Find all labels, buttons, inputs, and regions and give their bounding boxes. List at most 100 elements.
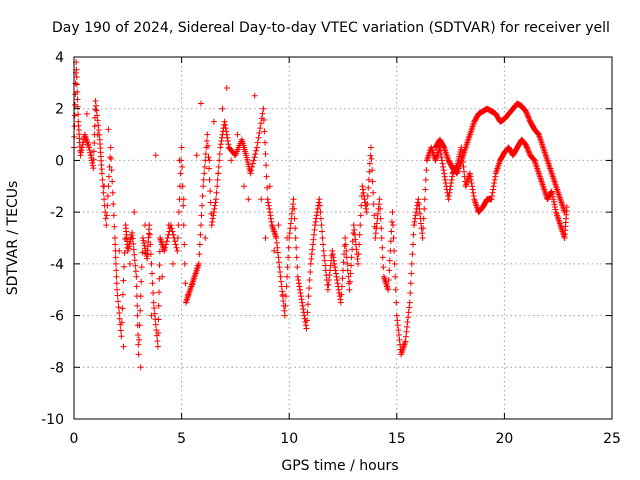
data-point (489, 192, 496, 199)
data-point (277, 273, 284, 280)
data-point (251, 92, 258, 99)
data-point (179, 163, 186, 170)
data-point (441, 173, 448, 180)
data-point (320, 247, 327, 254)
data-point (549, 191, 556, 198)
data-point (293, 254, 300, 261)
data-point (182, 280, 189, 287)
data-point (248, 167, 255, 174)
data-point (419, 235, 426, 241)
data-point (298, 293, 305, 300)
data-point (461, 168, 468, 175)
data-point (374, 210, 381, 217)
data-point (301, 312, 308, 319)
data-point (174, 235, 181, 241)
data-point (489, 189, 496, 196)
data-point (103, 222, 110, 229)
data-point (135, 331, 142, 338)
data-point (395, 327, 402, 334)
data-point (524, 112, 531, 119)
data-point (491, 176, 498, 183)
data-point (439, 160, 446, 167)
data-point (391, 260, 398, 267)
data-point (173, 244, 180, 251)
data-point (179, 183, 186, 190)
y-tick-label: -6 (50, 309, 64, 325)
data-point (448, 180, 455, 187)
data-point (263, 173, 270, 180)
data-point (75, 111, 82, 118)
data-point (178, 144, 185, 151)
data-point (408, 270, 415, 277)
data-point (347, 270, 354, 277)
data-point (396, 336, 403, 343)
y-tick-label: -8 (50, 360, 64, 376)
data-point (525, 147, 532, 154)
data-point (100, 189, 107, 196)
data-point (363, 209, 370, 216)
data-point (253, 144, 260, 151)
data-point (108, 155, 115, 162)
data-point (418, 220, 425, 227)
data-point (215, 163, 222, 170)
data-point (115, 298, 122, 305)
data-point (292, 235, 299, 241)
data-point (308, 256, 315, 263)
data-point (388, 218, 395, 225)
data-point (247, 170, 254, 177)
data-point (148, 312, 155, 319)
data-point (138, 278, 145, 285)
data-point (197, 231, 204, 238)
data-point (316, 196, 323, 203)
data-point (253, 147, 260, 154)
data-point (411, 218, 418, 225)
data-point (276, 264, 283, 271)
data-point (265, 199, 272, 206)
data-point (147, 241, 154, 248)
data-point (353, 246, 360, 253)
data-point (300, 306, 307, 313)
data-point (390, 222, 397, 229)
data-point (211, 205, 218, 212)
data-point (332, 267, 339, 274)
data-point (279, 288, 286, 295)
data-point (107, 144, 114, 151)
data-point (295, 280, 302, 287)
data-point (322, 262, 329, 269)
data-point (359, 183, 366, 190)
data-point (404, 323, 411, 330)
data-point (199, 202, 206, 209)
data-point (291, 215, 298, 222)
data-point (319, 228, 326, 235)
data-point (133, 273, 140, 280)
data-point (440, 143, 447, 150)
data-point (203, 138, 210, 145)
data-point (371, 212, 378, 219)
data-point (356, 241, 363, 248)
data-point (223, 128, 230, 135)
data-point (387, 238, 394, 245)
data-point (77, 152, 84, 159)
data-point (215, 170, 222, 177)
data-point (377, 205, 384, 212)
data-point (342, 235, 349, 241)
data-point (361, 196, 368, 203)
data-point (416, 210, 423, 217)
data-point (142, 222, 149, 229)
data-point (394, 322, 401, 329)
data-point (311, 226, 318, 233)
data-point (523, 144, 530, 151)
data-point (223, 131, 230, 138)
data-point (93, 107, 100, 114)
data-point (342, 241, 349, 248)
data-point (378, 235, 385, 241)
data-point (136, 322, 143, 329)
data-point (149, 280, 156, 287)
data-point (304, 309, 311, 316)
data-point (73, 81, 80, 88)
data-point (260, 105, 267, 112)
data-point (116, 247, 123, 254)
data-point (103, 212, 110, 219)
data-point (549, 193, 556, 200)
data-point (412, 212, 419, 219)
